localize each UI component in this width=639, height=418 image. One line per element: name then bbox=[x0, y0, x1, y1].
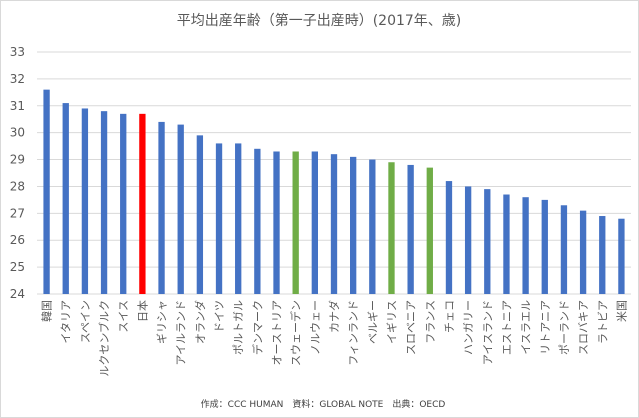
x-tick-label: オーストリア bbox=[271, 300, 284, 365]
bar bbox=[273, 151, 280, 294]
x-tick-label: イタリア bbox=[60, 300, 73, 344]
bar bbox=[330, 154, 338, 294]
x-tick-label: ベルギー bbox=[366, 300, 379, 344]
x-tick-label: フィンランド bbox=[347, 300, 360, 366]
x-tick-label: スロバキア bbox=[577, 300, 590, 355]
y-tick-label: 24 bbox=[10, 287, 25, 301]
x-tick-label: 日本 bbox=[135, 300, 149, 322]
bar bbox=[120, 113, 127, 294]
bar bbox=[43, 89, 50, 295]
bar bbox=[81, 108, 89, 294]
x-tick-label: ハンガリー bbox=[462, 300, 475, 355]
x-tick-label: カナダ bbox=[327, 300, 341, 333]
y-tick-label: 26 bbox=[10, 233, 25, 247]
bar bbox=[426, 167, 433, 294]
y-tick-label: 28 bbox=[10, 179, 25, 193]
bar bbox=[369, 159, 376, 294]
bars bbox=[43, 89, 625, 295]
y-axis-ticks: 24 25 26 27 28 29 30 31 32 33 bbox=[10, 45, 25, 301]
bar bbox=[560, 205, 568, 294]
x-tick-label: ドイツ bbox=[213, 300, 226, 333]
bar bbox=[139, 113, 146, 294]
bar bbox=[407, 164, 414, 294]
x-tick-label: ポルトガル bbox=[232, 300, 245, 355]
bar bbox=[445, 181, 453, 294]
bar bbox=[579, 210, 587, 294]
bar bbox=[254, 148, 261, 294]
bar bbox=[522, 197, 529, 294]
x-tick-label: ポーランド bbox=[558, 300, 571, 355]
x-tick-label: オランダ bbox=[193, 300, 207, 344]
y-tick-label: 32 bbox=[10, 72, 25, 86]
x-tick-label: フランス bbox=[424, 300, 437, 344]
bar bbox=[62, 103, 69, 294]
x-tick-label: スウェーデン bbox=[289, 300, 303, 366]
y-tick-label: 33 bbox=[10, 45, 25, 59]
bar bbox=[100, 111, 108, 295]
x-tick-label: ギリシャ bbox=[156, 300, 169, 344]
x-tick-label: ラトビア bbox=[596, 300, 609, 344]
x-tick-label: アイスランド bbox=[481, 300, 494, 365]
x-tick-label: デンマーク bbox=[250, 300, 264, 355]
x-tick-label: スロベニア bbox=[405, 300, 418, 355]
x-tick-label: チェコ bbox=[443, 300, 456, 333]
y-tick-label: 25 bbox=[10, 260, 25, 274]
y-tick-label: 27 bbox=[10, 206, 25, 220]
y-tick-label: 31 bbox=[10, 99, 25, 113]
x-tick-label: 韓国 bbox=[41, 300, 54, 322]
bar bbox=[215, 143, 223, 294]
bar bbox=[311, 151, 319, 294]
x-tick-label: アイルランド bbox=[175, 300, 188, 365]
bar bbox=[484, 189, 491, 294]
bar bbox=[158, 121, 165, 295]
bar bbox=[235, 143, 242, 294]
bar bbox=[388, 162, 395, 294]
source-note: 作成：CCC HUMAN 資料：GLOBAL NOTE 出典：OECD bbox=[201, 398, 446, 410]
y-tick-label: 29 bbox=[10, 153, 25, 167]
x-tick-label: スイス bbox=[117, 300, 130, 333]
bar bbox=[292, 151, 299, 294]
x-tick-label: ノルウェー bbox=[309, 300, 322, 355]
bar bbox=[599, 216, 606, 294]
x-tick-label: 米国 bbox=[615, 300, 628, 322]
bar bbox=[464, 186, 472, 294]
x-tick-label: イスラエル bbox=[520, 300, 533, 355]
x-tick-label: ルクセンブルク bbox=[97, 300, 111, 377]
bar bbox=[196, 135, 204, 294]
bar bbox=[618, 218, 625, 294]
bar bbox=[349, 156, 357, 294]
bar bbox=[177, 124, 184, 294]
x-tick-label: スペイン bbox=[79, 300, 92, 343]
y-tick-label: 30 bbox=[10, 126, 25, 140]
bar bbox=[503, 194, 510, 294]
x-tick-label: エストニア bbox=[500, 300, 513, 355]
x-tick-label: イギリス bbox=[385, 300, 398, 344]
chart-title: 平均出産年齢（第一子出産時）(2017年、歳) bbox=[177, 12, 462, 29]
bar bbox=[541, 199, 548, 294]
x-tick-label: リトアニア bbox=[539, 300, 552, 355]
x-axis-labels: 韓国 イタリア スペイン ルクセンブルク スイス 日本 ギリシャ アイルランド オランダ ドイツポ… bbox=[41, 300, 629, 377]
